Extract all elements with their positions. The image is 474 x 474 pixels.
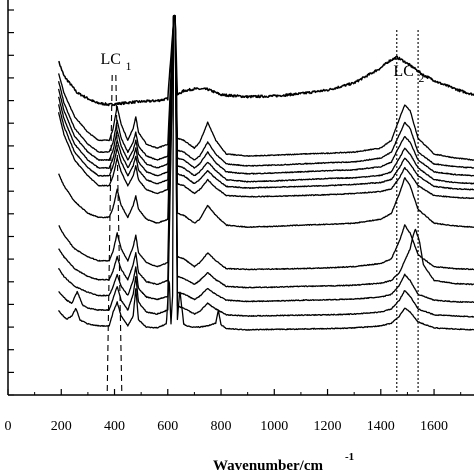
x-tick-label: 1200 (314, 419, 342, 434)
spectrum-line-9 (58, 15, 474, 271)
annotation-group: LC 1 LC 2 (101, 30, 424, 396)
x-tick-label: 400 (104, 419, 125, 434)
annotation-line-1-2 (115, 74, 123, 396)
x-tick-label: 1000 (260, 419, 288, 434)
spectrum-line-5 (57, 14, 474, 185)
spectrum-line-11 (58, 15, 474, 304)
annotation-label-2: LC (393, 63, 413, 80)
spectrum-line-13 (58, 15, 474, 331)
x-tick-label: 0 (5, 419, 12, 434)
annotation-subscript-2: 2 (418, 71, 424, 85)
spectrum-line-1 (57, 17, 474, 107)
spectrum-line-6 (57, 14, 474, 191)
annotation-label-1: LC (101, 51, 121, 68)
axes-group: 0 200 400 600 800 1000 1200 1400 1600 Wavenumber/… (5, 0, 474, 474)
spectrum-line-3 (57, 14, 474, 169)
x-tick-label: 200 (51, 419, 72, 434)
annotation-line-1-1 (106, 74, 113, 396)
spectra-series-group (57, 14, 474, 331)
x-tick-label: 800 (211, 419, 232, 434)
x-axis-title-superscript: -1 (345, 451, 354, 463)
spectrum-line-12 (58, 14, 474, 318)
spectrum-line-2 (57, 14, 474, 161)
x-tick-label: 600 (157, 419, 178, 434)
spectrum-line-4 (57, 14, 474, 177)
x-tick-label: 1400 (367, 419, 395, 434)
annotation-subscript-1: 1 (126, 59, 132, 73)
x-axis-title: Wavenumber/cm (213, 458, 323, 474)
x-tick-label: 1600 (420, 419, 448, 434)
spectrum-line-8 (58, 15, 474, 229)
spectrum-line-10 (58, 14, 474, 289)
spectrum-line-7 (57, 14, 474, 200)
